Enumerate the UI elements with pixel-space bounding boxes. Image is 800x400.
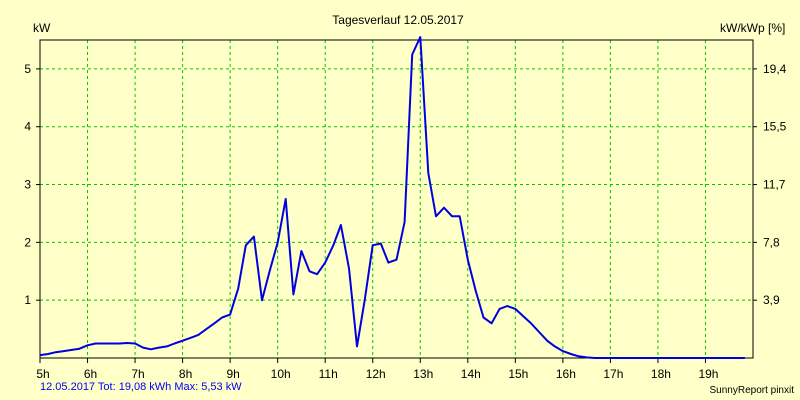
y-tick-label-left: 2 bbox=[24, 235, 31, 249]
series-layer bbox=[39, 36, 745, 359]
grid bbox=[40, 40, 753, 358]
x-tick-label: 12h bbox=[366, 367, 386, 381]
y-tick-label-left: 5 bbox=[24, 62, 31, 76]
x-tick-label: 9h bbox=[226, 367, 239, 381]
y-tick-label-left: 3 bbox=[24, 178, 31, 192]
axes: 5h 6h 7h 8h 9h 10h 11h 12h 13h 14h 15h 16h 17h 18h 19h… bbox=[24, 62, 786, 381]
plot-frame bbox=[39, 39, 754, 359]
x-tick-label: 19h bbox=[698, 367, 718, 381]
y-tick-label-right: 19,4 bbox=[763, 62, 787, 76]
series-line bbox=[39, 36, 745, 359]
chart-title: Tagesverlauf 12.05.2017 bbox=[332, 13, 464, 27]
y-tick-label-right: 7,8 bbox=[763, 235, 780, 249]
x-tick-label: 6h bbox=[84, 367, 97, 381]
x-tick-label: 11h bbox=[319, 367, 338, 381]
x-tick-label: 14h bbox=[461, 367, 481, 381]
x-tick-label: 16h bbox=[556, 367, 576, 381]
x-tick-label: 5h bbox=[36, 367, 49, 381]
x-tick-label: 18h bbox=[651, 367, 671, 381]
y-tick-label-left: 1 bbox=[24, 293, 31, 307]
y-axis-label-left: kW bbox=[33, 21, 51, 35]
x-tick-label: 8h bbox=[179, 367, 192, 381]
y-tick-label-right: 3,9 bbox=[763, 293, 780, 307]
credit-text: SunnyReport pinxit bbox=[709, 385, 795, 396]
y-tick-label-right: 15,5 bbox=[763, 120, 787, 134]
y-tick-label-left: 4 bbox=[24, 120, 31, 134]
x-tick-label: 17h bbox=[603, 367, 623, 381]
y-axis-label-right: kW/kWp [%] bbox=[720, 21, 785, 35]
x-tick-label: 13h bbox=[413, 367, 433, 381]
summary-text: 12.05.2017 Tot: 19,08 kWh Max: 5,53 kW bbox=[40, 381, 242, 393]
x-tick-label: 10h bbox=[271, 367, 291, 381]
x-tick-label: 15h bbox=[508, 367, 528, 381]
x-tick-label: 7h bbox=[131, 367, 144, 381]
y-tick-label-right: 11,7 bbox=[763, 178, 786, 192]
